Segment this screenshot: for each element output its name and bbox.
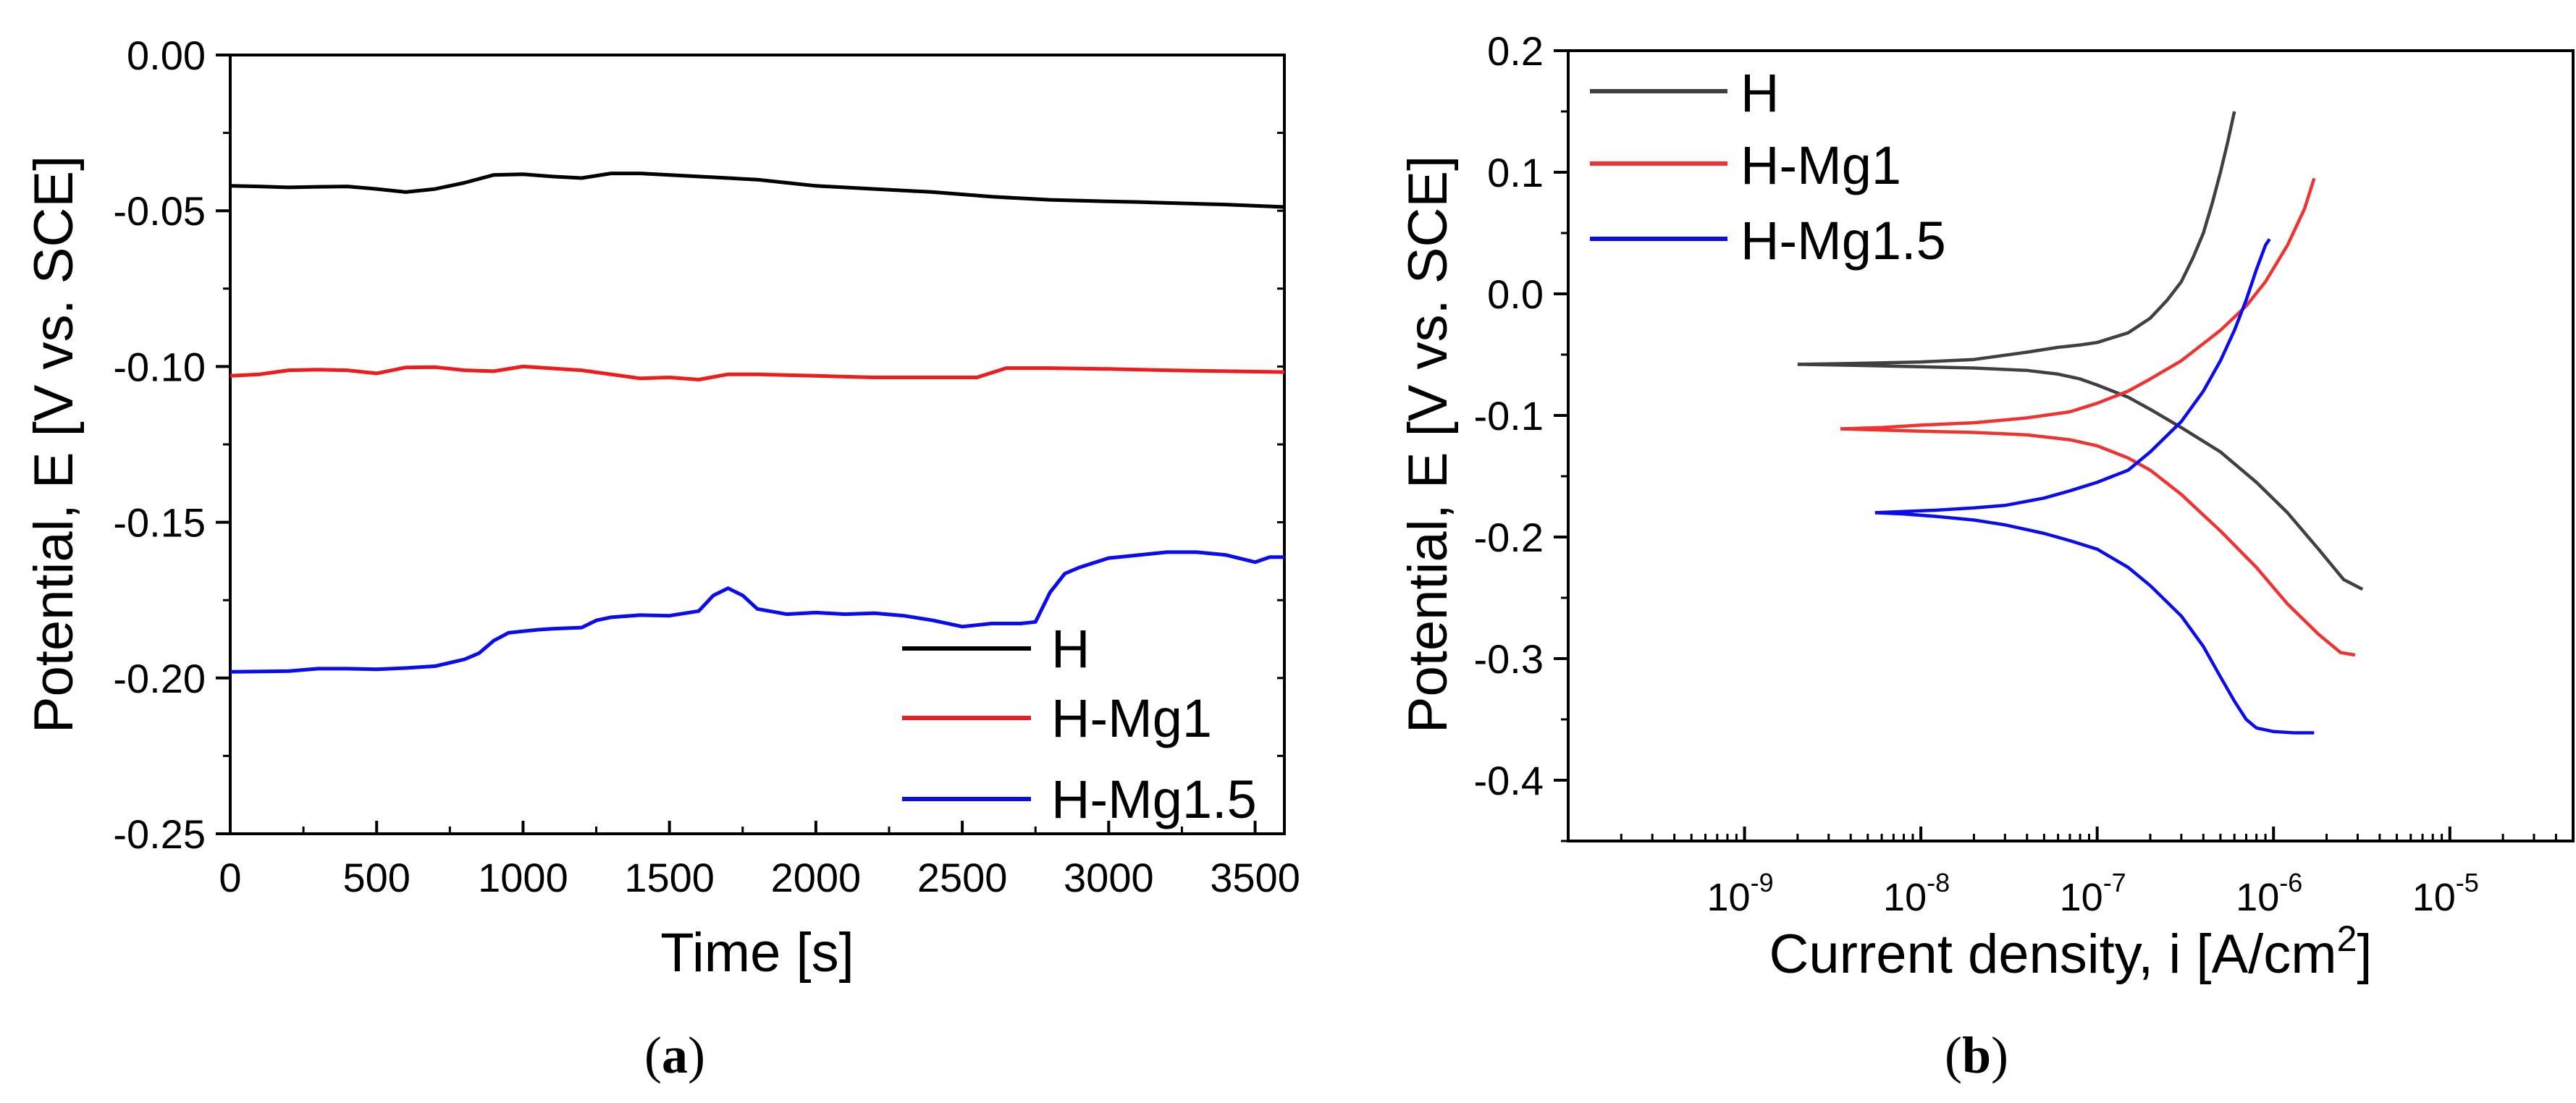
panel-a-legend-label-h-mg1-5: H-Mg1.5 <box>1051 769 1257 829</box>
panel-b-plot-frame <box>1567 49 2575 842</box>
panel-a-y-tick-label: -0.05 <box>113 188 206 234</box>
panel-a-y-tick-label: 0.00 <box>127 33 206 78</box>
panel-b-x-tick-label: 10-6 <box>2236 868 2302 919</box>
panel-b-y-tick-label: -0.1 <box>1474 393 1544 439</box>
panel-b-label: (b) <box>1945 1026 2008 1084</box>
panel-a-x-tick-label: 2000 <box>771 855 862 900</box>
panel-b-series-h-mg1-anodic <box>1840 177 2316 431</box>
panel-a-series-h-mg1-5 <box>230 550 1284 674</box>
panel-a-x-tick-label: 3000 <box>1064 855 1154 900</box>
panel-b-x-tick-label: 10-9 <box>1707 868 1774 919</box>
panel-b-series-h-mg1-cathodic <box>1840 427 2356 657</box>
panel-a-legend-label-h: H <box>1051 619 1090 679</box>
panel-a-x-tick-label: 2500 <box>917 855 1008 900</box>
panel-a-x-tick-label: 3500 <box>1210 855 1300 900</box>
panel-b-y-tick-label: -0.4 <box>1474 758 1544 803</box>
panel-a-y-tick-label: -0.10 <box>113 344 206 389</box>
panel-a-label: (a) <box>644 1026 705 1084</box>
panel-a-series-h <box>230 172 1285 209</box>
panel-a-y-tick-label: -0.15 <box>113 500 206 546</box>
panel-b-series-group <box>1797 111 2364 735</box>
panel-a-legend-label-h-mg1: H-Mg1 <box>1051 688 1212 748</box>
panel-a-x-tick-label: 1000 <box>478 855 568 900</box>
panel-a-series-h-mg1 <box>230 364 1285 381</box>
panel-b-x-tick-label: 10-5 <box>2412 868 2479 919</box>
panel-a-letter: a <box>662 1026 688 1084</box>
panel-b-legend: H H-Mg1 H-Mg1.5 <box>1590 63 1946 271</box>
panel-a-x-tick-label: 500 <box>343 855 411 900</box>
panel-b-x-axis-label-suffix: ] <box>2357 924 2372 985</box>
panel-b-x-tick-label: 10-8 <box>1883 868 1950 919</box>
panel-a-legend: H H-Mg1 H-Mg1.5 <box>902 619 1257 829</box>
panel-b-x-axis-label-main: Current density, i [A/cm <box>1769 924 2336 985</box>
panel-a-y-tick-label: -0.25 <box>113 811 206 857</box>
panel-b-y-tick-label: 0.1 <box>1487 150 1544 195</box>
panel-a-y-axis-label: Potential, E [V vs. SCE] <box>23 156 85 733</box>
panel-a-x-tick-label: 1500 <box>624 855 715 900</box>
panel-b-chart: 10-9 10-8 10-7 10-6 10-5 0.2 0.1 0.0 -0.1 -0.2 -0… <box>1397 28 2575 1084</box>
panel-b-legend-label-h: H <box>1741 63 1779 123</box>
panel-b-x-tick-label: 10-7 <box>2060 868 2126 919</box>
panel-b-x-axis-label-superscript: 2 <box>2337 918 2357 959</box>
panel-b-x-ticks: 10-9 10-8 10-7 10-6 10-5 <box>1620 827 2557 919</box>
panel-b-series-h-anodic <box>1797 111 2236 366</box>
panel-b-legend-label-h-mg1: H-Mg1 <box>1741 135 1901 195</box>
panel-b-x-axis-label: Current density, i [A/cm2] <box>1769 918 2372 985</box>
panel-b-y-axis-label: Potential, E [V vs. SCE] <box>1397 156 1459 733</box>
panel-b-y-tick-label: -0.2 <box>1474 515 1544 560</box>
panel-a-x-tick-label: 0 <box>219 855 241 900</box>
panel-b-series-h-cathodic <box>1797 363 2364 591</box>
panel-b-y-tick-label: 0.2 <box>1487 28 1544 74</box>
panel-a-chart: 0 500 1000 1500 2000 2500 3000 3500 0.00 -0.05 -0… <box>23 33 1300 1084</box>
panel-b-series-h-mg1-5-anodic <box>1874 238 2271 515</box>
panel-a-x-ticks: 0 500 1000 1500 2000 2500 3000 3500 <box>219 821 1300 900</box>
panel-b-series-h-mg1-5-cathodic <box>1874 511 2315 735</box>
panel-a-series-group <box>230 172 1285 674</box>
panel-b-y-tick-label: -0.3 <box>1474 636 1544 682</box>
panel-a-y-ticks: 0.00 -0.05 -0.10 -0.15 -0.20 -0.25 <box>113 33 1284 857</box>
panel-b-legend-label-h-mg1-5: H-Mg1.5 <box>1741 211 1946 271</box>
panel-b-letter: b <box>1962 1026 1991 1084</box>
panel-a-y-tick-label: -0.20 <box>113 656 206 701</box>
panel-b-y-tick-label: 0.0 <box>1487 271 1544 317</box>
panel-b-y-ticks: 0.2 0.1 0.0 -0.1 -0.2 -0.3 -0.4 <box>1474 28 1568 842</box>
panel-a-x-axis-label: Time [s] <box>660 922 854 984</box>
